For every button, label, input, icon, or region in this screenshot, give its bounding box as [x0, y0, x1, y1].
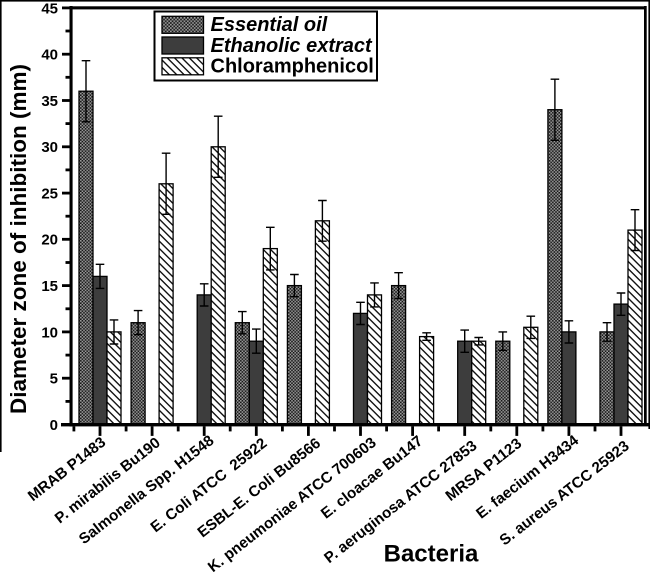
- svg-text:35: 35: [41, 93, 58, 110]
- svg-text:45: 45: [41, 0, 58, 17]
- svg-text:15: 15: [41, 278, 58, 295]
- svg-text:40: 40: [41, 47, 58, 64]
- svg-text:Essential oil: Essential oil: [211, 14, 328, 36]
- svg-text:25: 25: [41, 186, 58, 203]
- svg-text:30: 30: [41, 139, 58, 156]
- svg-text:10: 10: [41, 324, 58, 341]
- svg-text:Chloramphenicol: Chloramphenicol: [211, 56, 374, 78]
- svg-text:20: 20: [41, 232, 58, 249]
- svg-text:Diameter zone of inhibition (m: Diameter zone of inhibition (mm): [6, 64, 31, 414]
- svg-text:Bacteria: Bacteria: [384, 541, 479, 568]
- svg-text:5: 5: [50, 371, 58, 388]
- svg-text:0: 0: [50, 417, 58, 434]
- svg-text:Ethanolic extract: Ethanolic extract: [211, 35, 374, 57]
